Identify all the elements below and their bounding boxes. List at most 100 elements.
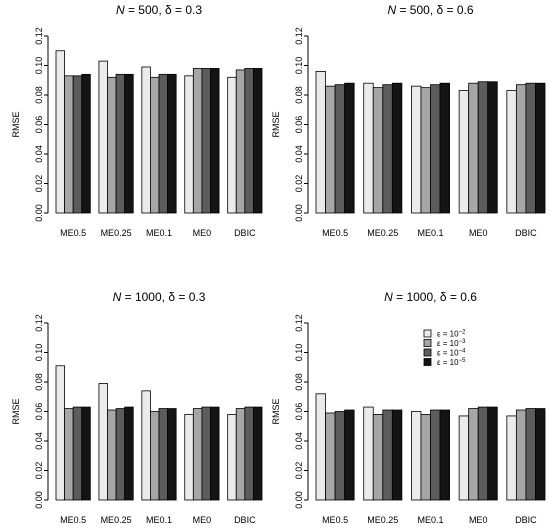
- legend-entry-base: ε = 10: [437, 358, 459, 367]
- title-n-value: = 500,: [125, 3, 165, 17]
- x-tick-label: DBIC: [515, 515, 537, 525]
- y-tick-label: 0.08: [294, 86, 304, 104]
- bar-dbic-series-2: [515, 84, 527, 214]
- bar-dbic-series-4: [535, 408, 546, 501]
- bar-dbic-series-4: [253, 406, 263, 501]
- title-delta-symbol: δ: [437, 3, 444, 17]
- title-delta-value: = 0.3: [175, 290, 206, 304]
- bar-me0-25-series-3: [382, 84, 393, 214]
- bar-me0-series-1: [184, 414, 194, 501]
- legend-entry: ε = 10−4: [437, 349, 466, 358]
- x-tick-label: DBIC: [234, 228, 256, 238]
- title-n-value: = 1000,: [393, 290, 440, 304]
- x-tick-label: DBIC: [515, 228, 537, 238]
- bar-me0-1-series-2: [150, 76, 160, 214]
- y-tick-label: 0.04: [294, 145, 304, 163]
- bar-dbic-series-2: [515, 409, 527, 501]
- bar-me0-1-series-1: [411, 411, 422, 501]
- y-tick-label: 0.00: [294, 204, 304, 222]
- y-tick-label: 0.00: [34, 204, 44, 222]
- x-tick-label: ME0: [469, 515, 488, 525]
- bar-me0-25-series-1: [98, 60, 108, 214]
- bar-me0-1-series-2: [420, 87, 431, 214]
- y-tick-label: 0.06: [294, 116, 304, 134]
- bar-me0-5-series-3: [334, 411, 346, 501]
- y-tick-label: 0.12: [294, 27, 304, 45]
- bar-me0-1-series-2: [420, 414, 431, 501]
- chart-panel-3: N = 1000, δ = 0.3 0.00 0.02 0.04 0.06 0.08 0.1…: [11, 290, 263, 525]
- bar-me0-25-series-3: [115, 73, 126, 214]
- bar-me0-series-1: [458, 90, 470, 214]
- y-tick-label: 0.08: [34, 373, 44, 391]
- y-tick-label: 0.02: [34, 175, 44, 193]
- bar-me0-25-series-4: [391, 82, 403, 214]
- y-axis-label: RMSE: [271, 398, 281, 424]
- bar-me0-5-series-2: [64, 408, 74, 501]
- title-delta-value: = 0.3: [172, 3, 203, 17]
- bar-me0-series-3: [477, 406, 489, 501]
- y-tick-label: 0.00: [34, 491, 44, 509]
- bar-dbic-series-4: [535, 82, 546, 214]
- bar-me0-series-3: [201, 406, 211, 501]
- bar-me0-25-series-2: [107, 76, 117, 214]
- y-tick-label: 0.08: [294, 373, 304, 391]
- bar-me0-1-series-4: [439, 82, 450, 214]
- bar-me0-25-series-2: [372, 87, 384, 214]
- x-tick-label: ME0.25: [367, 515, 398, 525]
- bar-me0-series-3: [477, 81, 489, 214]
- panel-title: N = 1000, δ = 0.3: [113, 290, 206, 304]
- y-tick-label: 0.04: [294, 432, 304, 450]
- chart-panel-2: N = 500, δ = 0.6 0.00 0.02 0.04 0.06 0.08 0.10…: [271, 3, 546, 238]
- legend-swatch: [423, 358, 432, 366]
- title-delta-symbol: δ: [165, 3, 172, 17]
- chart-panel-1: N = 500, δ = 0.3 0.00 0.02 0.04 0.06 0.08 0.10…: [11, 3, 263, 238]
- bar-dbic-series-1: [506, 90, 517, 214]
- title-delta-value: = 0.6: [447, 290, 478, 304]
- x-tick-label: ME0.25: [101, 228, 132, 238]
- panel-title: N = 500, δ = 0.3: [116, 3, 202, 17]
- bar-me0-1-series-3: [158, 73, 168, 214]
- bar-me0-series-2: [468, 408, 479, 501]
- bar-me0-series-1: [458, 415, 470, 501]
- bar-me0-1-series-3: [430, 409, 441, 501]
- y-tick-label: 0.02: [294, 462, 304, 480]
- bar-me0-1-series-4: [167, 408, 177, 501]
- legend-entry-exponent: −2: [459, 330, 467, 336]
- bar-me0-5-series-4: [81, 406, 91, 501]
- y-tick-label: 0.12: [34, 27, 44, 45]
- bar-me0-5-series-1: [315, 71, 326, 214]
- bar-me0-25-series-1: [98, 383, 108, 501]
- bar-dbic-series-1: [227, 414, 237, 501]
- bar-me0-5-series-3: [72, 406, 83, 501]
- bar-me0-5-series-4: [81, 73, 91, 214]
- y-tick-label: 0.10: [294, 57, 304, 75]
- bar-me0-series-1: [184, 75, 194, 214]
- legend-entry-exponent: −4: [459, 349, 467, 355]
- legend-entry-base: ε = 10: [437, 349, 459, 358]
- x-tick-label: ME0.1: [417, 515, 443, 525]
- bar-me0-25-series-4: [124, 73, 134, 214]
- chart-panel-4: N = 1000, δ = 0.6 0.00 0.02 0.04 0.06 0.08 0.1…: [271, 290, 546, 525]
- y-tick-label: 0.10: [34, 57, 44, 75]
- y-tick-label: 0.08: [34, 86, 44, 104]
- title-n-value: = 1000,: [121, 290, 168, 304]
- bar-me0-5-series-1: [55, 365, 65, 501]
- legend: ε = 10−2ε = 10−3ε = 10−4ε = 10−5: [423, 329, 467, 367]
- bar-me0-5-series-1: [55, 50, 65, 214]
- x-tick-label: ME0.1: [417, 228, 443, 238]
- bar-me0-5-series-3: [72, 75, 83, 214]
- x-tick-label: ME0.25: [367, 228, 398, 238]
- bar-me0-5-series-2: [325, 85, 336, 214]
- bar-me0-1-series-1: [141, 390, 151, 501]
- bar-me0-25-series-3: [115, 408, 126, 501]
- y-tick-label: 0.06: [34, 116, 44, 134]
- bar-dbic-series-2: [235, 408, 246, 501]
- bar-me0-series-2: [468, 82, 479, 214]
- x-tick-label: ME0.5: [60, 515, 86, 525]
- bar-me0-25-series-2: [107, 409, 117, 501]
- legend-entry: ε = 10−3: [437, 339, 466, 348]
- bar-dbic-series-3: [525, 82, 536, 214]
- bar-me0-25-series-3: [382, 409, 393, 501]
- title-delta-value: = 0.6: [443, 3, 474, 17]
- legend-swatch: [423, 329, 432, 338]
